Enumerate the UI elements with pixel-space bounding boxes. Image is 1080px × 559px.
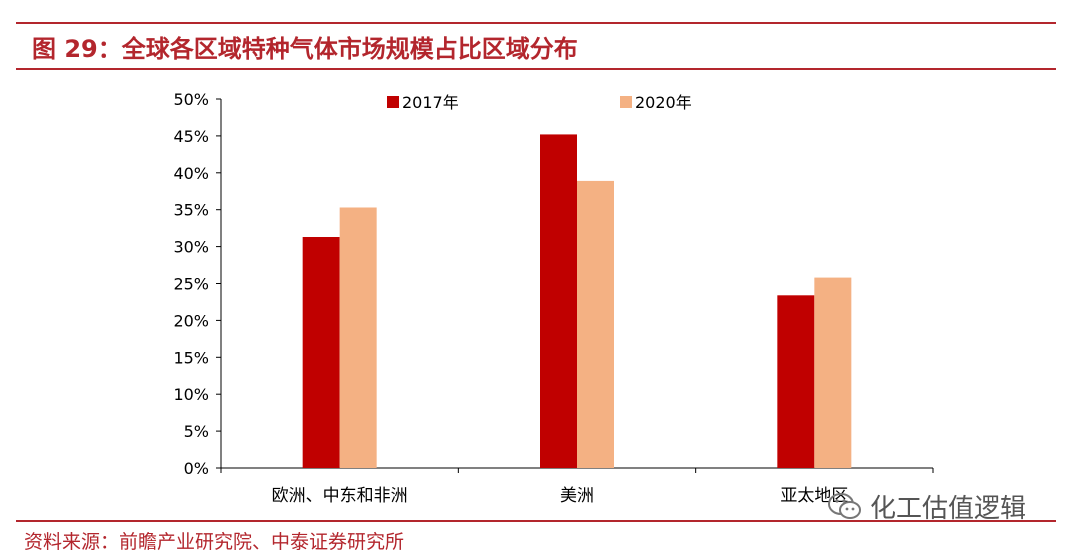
page-title: 图 29：全球各区域特种气体市场规模占比区域分布 [32, 35, 578, 63]
y-tick-label: 35% [173, 201, 209, 220]
y-tick-label: 15% [173, 348, 209, 367]
bar-2020年-亚太地区 [814, 277, 852, 468]
legend-label: 2017年 [402, 93, 459, 112]
watermark: 化工估值逻辑 [828, 488, 1026, 525]
source-divider [16, 520, 1056, 522]
watermark-text: 化工估值逻辑 [870, 494, 1027, 524]
bar-2017年-美洲 [540, 134, 577, 468]
legend-swatch-2020年 [620, 96, 632, 108]
y-tick-label: 30% [173, 238, 209, 257]
bar-2020年-美洲 [577, 180, 614, 468]
y-tick-label: 10% [173, 385, 209, 404]
wechat-icon [828, 492, 861, 519]
title-bar [16, 22, 1056, 70]
bar-2020年-欧洲、中东和非洲 [339, 207, 377, 468]
y-tick-label: 5% [184, 422, 209, 441]
legend-swatch-2017年 [387, 96, 399, 108]
x-tick-label: 美洲 [560, 486, 594, 506]
legend-label: 2020年 [635, 93, 692, 112]
bar-2017年-亚太地区 [777, 295, 815, 468]
bar-2017年-欧洲、中东和非洲 [302, 237, 340, 468]
y-tick-label: 25% [173, 275, 209, 294]
x-tick-label: 亚太地区 [780, 486, 848, 506]
source-note: 资料来源：前瞻产业研究院、中泰证券研究所 [24, 531, 405, 553]
y-tick-label: 40% [173, 164, 209, 183]
y-tick-label: 20% [173, 311, 209, 330]
y-tick-label: 0% [184, 459, 209, 478]
y-tick-label: 45% [173, 127, 209, 146]
y-tick-label: 50% [173, 90, 209, 109]
x-tick-label: 欧洲、中东和非洲 [272, 486, 408, 506]
